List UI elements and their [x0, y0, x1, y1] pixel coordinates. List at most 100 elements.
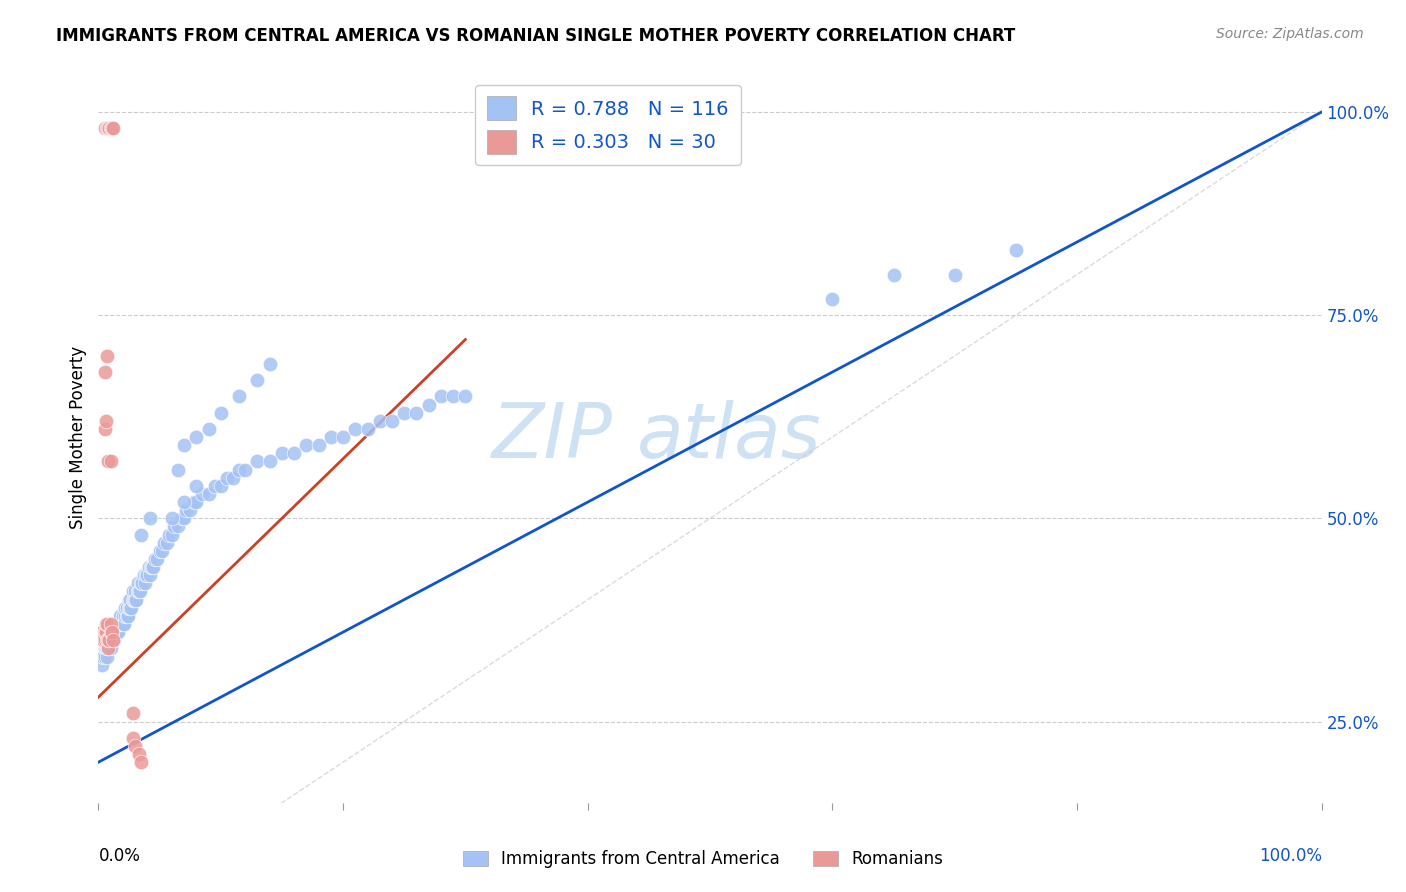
Point — [101, 633, 124, 648]
Point — [127, 584, 149, 599]
Point — [96, 633, 118, 648]
Text: IMMIGRANTS FROM CENTRAL AMERICA VS ROMANIAN SINGLE MOTHER POVERTY CORRELATION CH: IMMIGRANTS FROM CENTRAL AMERICA VS ROMAN… — [56, 27, 1015, 45]
Point — [454, 389, 477, 403]
Point — [96, 349, 118, 363]
Point — [344, 422, 367, 436]
Point — [111, 608, 134, 623]
Point — [121, 731, 143, 745]
Point — [129, 584, 152, 599]
Point — [270, 446, 294, 460]
Point — [117, 608, 139, 623]
Point — [97, 633, 120, 648]
Point — [128, 747, 150, 761]
Point — [129, 755, 152, 769]
Point — [228, 462, 250, 476]
Point — [149, 544, 172, 558]
Legend: Immigrants from Central America, Romanians: Immigrants from Central America, Romania… — [456, 844, 950, 875]
Point — [110, 608, 132, 623]
Point — [93, 633, 115, 648]
Point — [314, 853, 336, 867]
Point — [146, 552, 169, 566]
Point — [191, 487, 214, 501]
Point — [103, 633, 125, 648]
Point — [134, 576, 156, 591]
Point — [197, 422, 219, 436]
Point — [142, 560, 165, 574]
Point — [93, 641, 115, 656]
Point — [153, 535, 176, 549]
Point — [110, 617, 132, 632]
Point — [179, 503, 201, 517]
Point — [132, 568, 155, 582]
Point — [96, 121, 118, 136]
Point — [368, 414, 391, 428]
Point — [141, 560, 163, 574]
Point — [124, 739, 146, 753]
Point — [94, 625, 117, 640]
Point — [228, 389, 250, 403]
Legend: R = 0.788   N = 116, R = 0.303   N = 30: R = 0.788 N = 116, R = 0.303 N = 30 — [475, 85, 741, 165]
Point — [215, 471, 238, 485]
Point — [98, 633, 121, 648]
Point — [97, 641, 120, 656]
Point — [183, 495, 205, 509]
Point — [222, 471, 245, 485]
Point — [138, 560, 160, 574]
Point — [101, 625, 124, 640]
Point — [430, 389, 453, 403]
Point — [129, 576, 152, 591]
Point — [97, 641, 120, 656]
Point — [170, 511, 193, 525]
Point — [246, 454, 269, 468]
Point — [96, 641, 118, 656]
Point — [121, 584, 143, 599]
Point — [121, 706, 143, 721]
Point — [115, 600, 138, 615]
Text: 100.0%: 100.0% — [1258, 847, 1322, 864]
Point — [114, 608, 136, 623]
Point — [418, 398, 440, 412]
Point — [91, 657, 114, 672]
Point — [93, 625, 115, 640]
Point — [197, 487, 219, 501]
Point — [96, 617, 118, 632]
Point — [167, 462, 190, 476]
Point — [114, 600, 136, 615]
Point — [129, 527, 152, 541]
Point — [128, 584, 150, 599]
Point — [173, 438, 195, 452]
Point — [127, 576, 149, 591]
Point — [97, 121, 120, 136]
Point — [883, 268, 905, 282]
Point — [108, 617, 131, 632]
Point — [91, 633, 114, 648]
Point — [100, 633, 122, 648]
Point — [441, 389, 464, 403]
Point — [150, 544, 173, 558]
Point — [91, 625, 114, 640]
Point — [136, 568, 159, 582]
Point — [97, 454, 120, 468]
Point — [120, 600, 142, 615]
Point — [186, 430, 208, 444]
Point — [98, 121, 121, 136]
Point — [98, 633, 121, 648]
Point — [943, 268, 966, 282]
Point — [100, 121, 122, 136]
Point — [105, 625, 128, 640]
Point — [120, 600, 142, 615]
Point — [93, 422, 115, 436]
Point — [105, 617, 128, 632]
Point — [381, 414, 404, 428]
Point — [121, 592, 143, 607]
Point — [103, 625, 125, 640]
Point — [107, 625, 129, 640]
Point — [332, 430, 354, 444]
Point — [204, 479, 226, 493]
Point — [94, 414, 117, 428]
Point — [173, 495, 195, 509]
Point — [295, 438, 318, 452]
Text: atlas: atlas — [637, 401, 821, 474]
Point — [259, 357, 281, 371]
Point — [124, 584, 146, 599]
